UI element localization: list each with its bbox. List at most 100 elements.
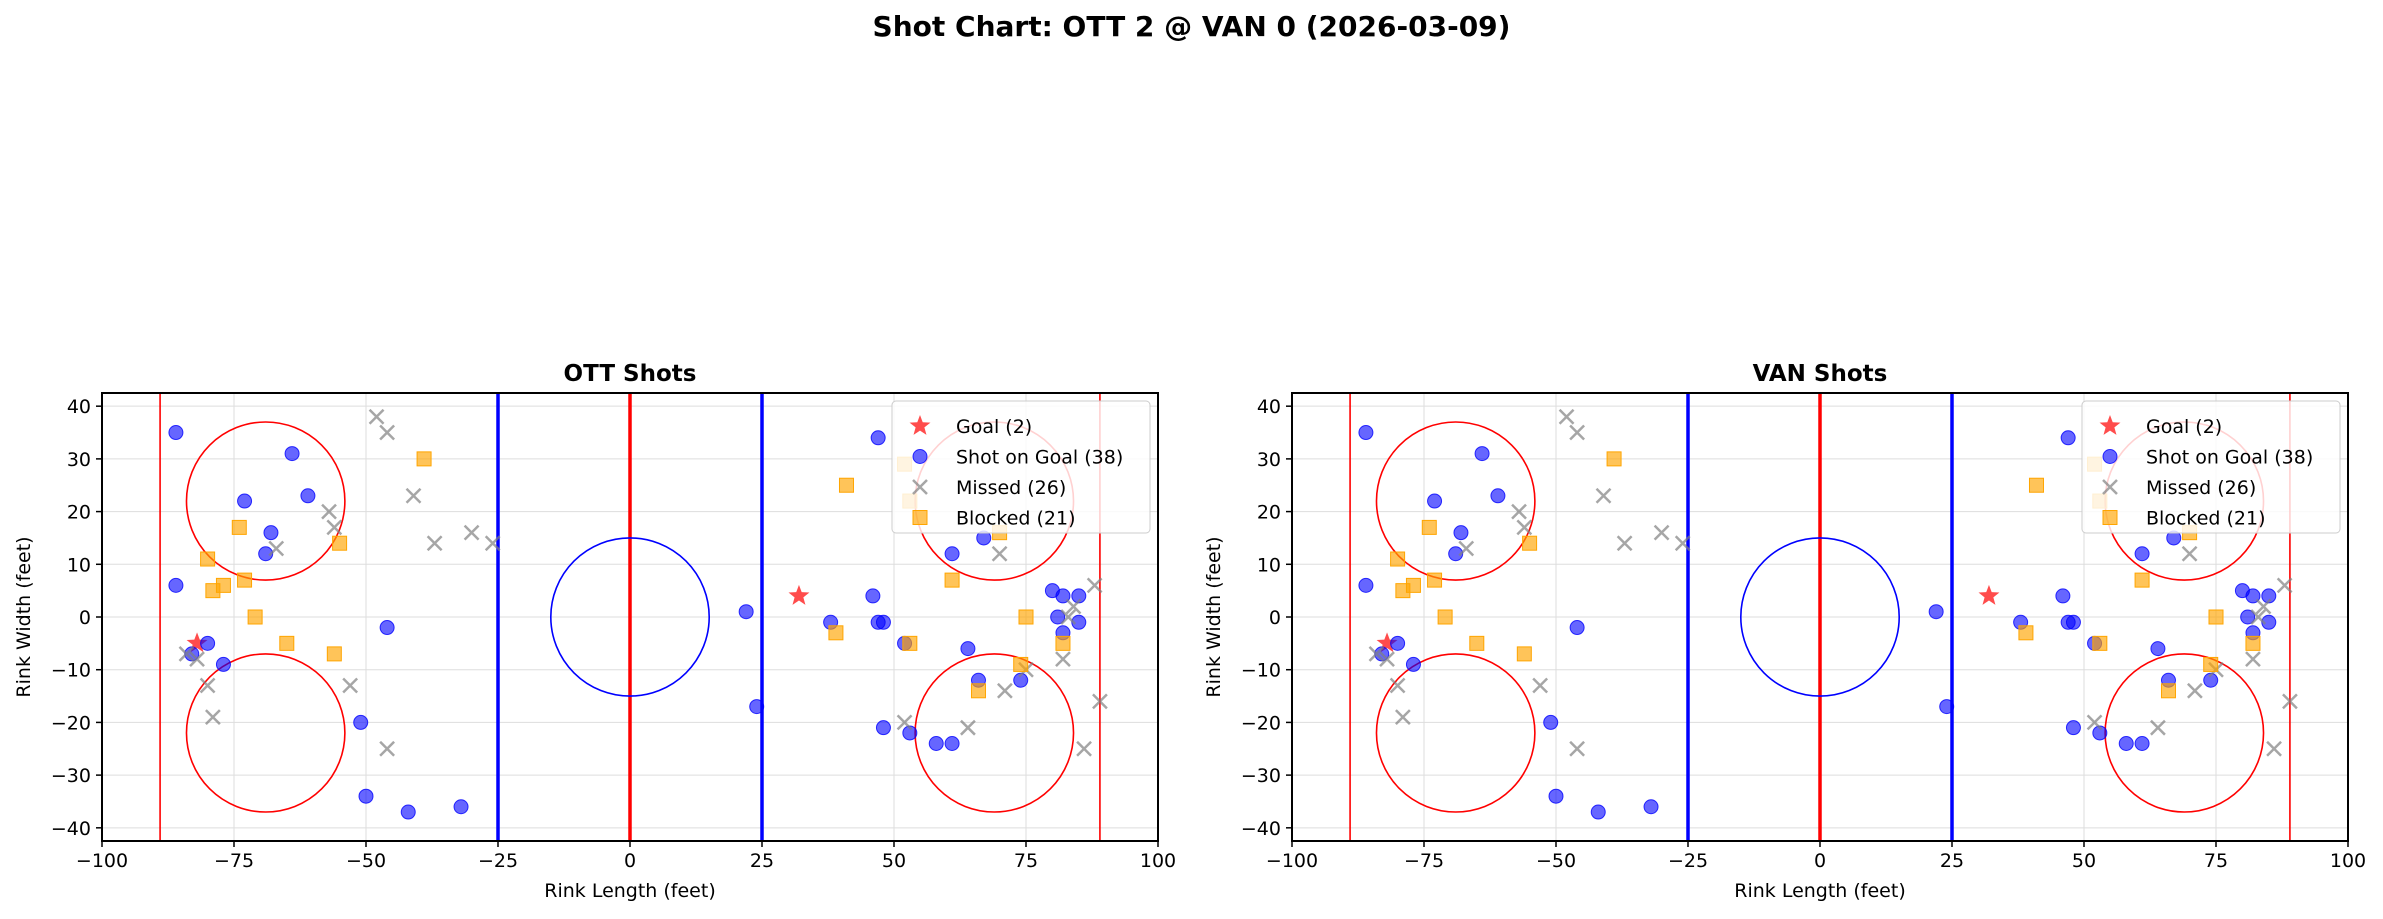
legend-label: Missed (26) bbox=[2146, 477, 2256, 499]
shot-on-goal-marker bbox=[2065, 720, 2081, 736]
missed-marker bbox=[321, 503, 337, 520]
shot-on-goal-marker bbox=[263, 525, 279, 541]
x-tick-label: 75 bbox=[1014, 850, 1038, 872]
x-tick-label: 25 bbox=[750, 850, 774, 872]
shot-on-goal-marker bbox=[300, 488, 316, 504]
x-tick-label: 0 bbox=[624, 850, 636, 872]
missed-marker bbox=[1060, 609, 1077, 625]
missed-marker bbox=[2250, 609, 2267, 625]
x-tick-label: 0 bbox=[1814, 850, 1826, 872]
x-tick-label: 25 bbox=[1940, 850, 1964, 872]
shot-on-goal-marker bbox=[2240, 609, 2256, 625]
missed-marker bbox=[189, 651, 205, 668]
shot-on-goal-marker bbox=[237, 493, 253, 509]
series-missed bbox=[1368, 408, 2298, 757]
blocked-marker bbox=[1421, 519, 1437, 535]
blocked-marker bbox=[200, 551, 216, 567]
missed-marker bbox=[896, 714, 913, 731]
shot-on-goal-marker bbox=[960, 641, 976, 657]
shot-on-goal-marker bbox=[875, 614, 891, 630]
blocked-marker bbox=[1390, 551, 1406, 567]
shot-on-goal-marker bbox=[1590, 804, 1606, 820]
blocked-marker bbox=[838, 477, 854, 493]
shot-on-goal-marker bbox=[870, 430, 886, 446]
rink-markings bbox=[159, 393, 1101, 841]
shot-on-goal-marker bbox=[944, 735, 960, 751]
legend-box bbox=[2081, 400, 2341, 534]
blocked-marker bbox=[1427, 572, 1443, 588]
shot-on-goal-marker bbox=[1569, 620, 1585, 636]
missed-marker bbox=[1653, 524, 1670, 541]
missed-marker bbox=[991, 545, 1008, 562]
data-points bbox=[168, 408, 1108, 820]
shot-on-goal-marker bbox=[2065, 614, 2081, 630]
shot-on-goal-marker bbox=[2055, 588, 2071, 604]
shot-on-goal-marker bbox=[944, 546, 960, 562]
missed-marker bbox=[1086, 577, 1103, 594]
missed-marker bbox=[1511, 503, 1527, 520]
legend-label: Shot on Goal (38) bbox=[2146, 447, 2313, 469]
blocked-marker bbox=[1437, 609, 1453, 625]
missed-marker bbox=[1379, 651, 1395, 668]
missed-marker bbox=[326, 519, 343, 536]
blocked-marker bbox=[2208, 609, 2224, 625]
blocked-marker bbox=[247, 609, 263, 625]
blocked-marker bbox=[2092, 635, 2108, 651]
x-tick-label: 100 bbox=[1140, 850, 1176, 872]
x-tick-label: 100 bbox=[2330, 850, 2366, 872]
center-circle bbox=[549, 537, 710, 697]
missed-marker bbox=[2150, 719, 2166, 736]
legend-item: Goal (2) bbox=[909, 415, 1032, 438]
blocked-marker bbox=[326, 646, 342, 662]
legend-blocked-marker bbox=[912, 510, 928, 525]
missed-marker bbox=[1389, 677, 1406, 694]
missed-marker bbox=[960, 719, 976, 736]
goal-marker bbox=[1376, 632, 1398, 653]
shot-on-goal-marker bbox=[1939, 699, 1955, 715]
y-tick-label: −10 bbox=[51, 660, 91, 682]
legend-item: Goal (2) bbox=[2099, 415, 2222, 438]
blocked-marker bbox=[1516, 646, 1532, 662]
blocked-marker bbox=[2018, 625, 2034, 641]
series-goal bbox=[186, 584, 810, 653]
missed-marker bbox=[1532, 677, 1549, 694]
missed-marker bbox=[268, 540, 285, 557]
missed-marker bbox=[1595, 487, 1612, 504]
x-tick-label: −75 bbox=[214, 850, 254, 872]
goal-marker bbox=[186, 632, 208, 653]
blocked-marker bbox=[279, 635, 295, 651]
legend-missed-marker bbox=[912, 479, 928, 495]
legend-label: Blocked (21) bbox=[956, 508, 1076, 530]
y-tick-label: −10 bbox=[1241, 660, 1281, 682]
x-tick-label: 50 bbox=[882, 850, 906, 872]
shot-on-goal-marker bbox=[2134, 546, 2150, 562]
y-tick-label: −30 bbox=[1241, 765, 1281, 787]
blocked-marker bbox=[1405, 577, 1421, 593]
shot-on-goal-marker bbox=[168, 577, 184, 593]
blocked-marker bbox=[2028, 477, 2044, 493]
series-shot-on-goal bbox=[168, 425, 1087, 820]
blocked-marker bbox=[2203, 656, 2219, 672]
x-tick-label: −100 bbox=[76, 850, 128, 872]
series-blocked bbox=[200, 451, 1071, 699]
missed-marker bbox=[1092, 693, 1108, 710]
blocked-marker bbox=[1522, 535, 1538, 551]
shot-on-goal-marker bbox=[2118, 735, 2134, 751]
legend-item: Missed (26) bbox=[912, 477, 1066, 499]
missed-marker bbox=[368, 408, 385, 425]
chart-title: VAN Shots bbox=[1753, 361, 1888, 387]
legend-label: Goal (2) bbox=[2146, 416, 2222, 438]
y-tick-label: 40 bbox=[67, 396, 91, 418]
legend-shot-on-goal-marker bbox=[912, 449, 928, 464]
data-points bbox=[1358, 408, 2298, 820]
faceoff-circle bbox=[2104, 653, 2265, 813]
legend: Goal (2) Shot on Goal (38) Missed (26) Bloc… bbox=[2081, 400, 2341, 534]
blocked-marker bbox=[2134, 572, 2150, 588]
x-tick-label: 75 bbox=[2204, 850, 2228, 872]
shot-on-goal-marker bbox=[1928, 604, 1944, 620]
shot-on-goal-marker bbox=[2060, 430, 2076, 446]
shot-on-goal-marker bbox=[1050, 609, 1066, 625]
shot-on-goal-marker bbox=[2150, 641, 2166, 657]
